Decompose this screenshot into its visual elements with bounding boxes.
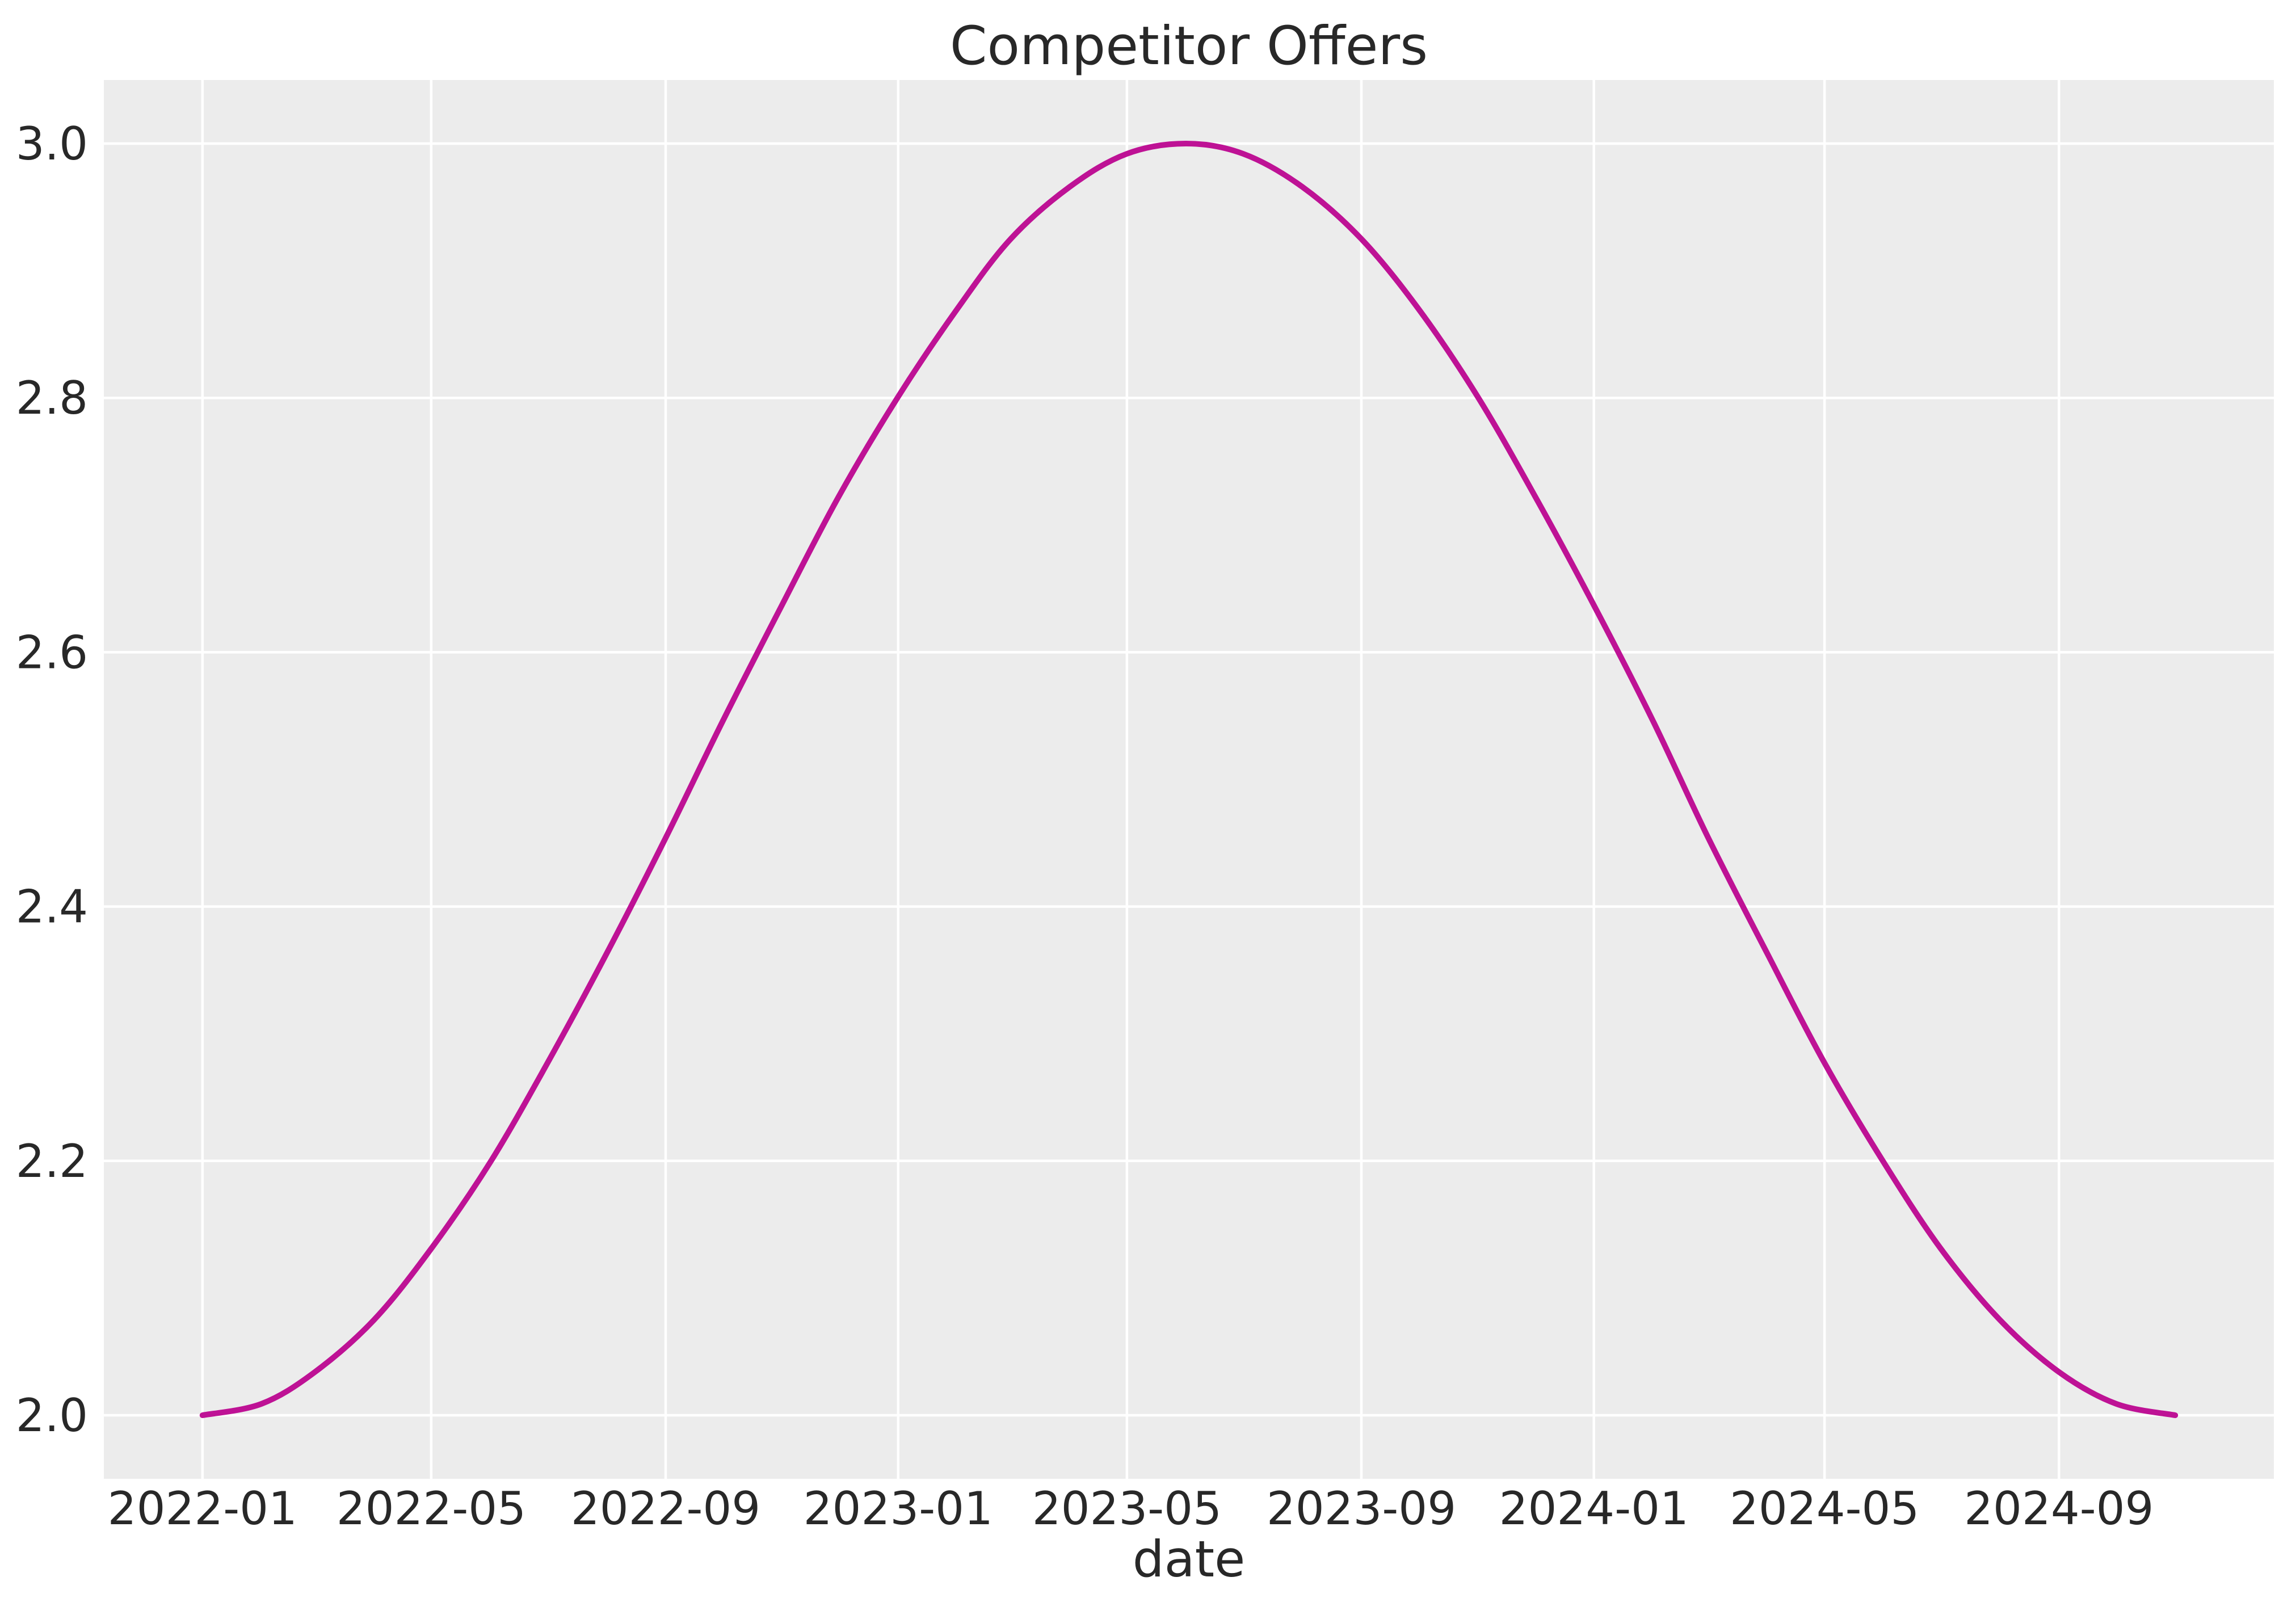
x-tick-label: 2024-09 <box>1964 1482 2154 1535</box>
y-tick-label: 2.4 <box>16 881 88 933</box>
y-tick-label: 2.0 <box>16 1389 88 1442</box>
x-tick-label: 2024-05 <box>1730 1482 1919 1535</box>
y-tick-label: 2.2 <box>16 1135 88 1188</box>
y-tick-label: 2.8 <box>16 372 88 424</box>
x-axis-label: date <box>1132 1530 1246 1588</box>
y-tick-label: 2.6 <box>16 626 88 679</box>
plot-background <box>104 80 2274 1479</box>
x-tick-label: 2022-01 <box>108 1482 297 1535</box>
y-tick-label: 3.0 <box>16 117 88 170</box>
x-tick-label: 2022-05 <box>337 1482 526 1535</box>
x-tick-label: 2022-09 <box>571 1482 760 1535</box>
series-line <box>199 140 2179 1418</box>
x-tick-label: 2024-01 <box>1499 1482 1689 1535</box>
x-tick-label: 2023-01 <box>804 1482 993 1535</box>
chart-title: Competitor Offers <box>949 15 1428 77</box>
x-tick-label: 2023-09 <box>1267 1482 1456 1535</box>
x-tick-label: 2023-05 <box>1032 1482 1222 1535</box>
